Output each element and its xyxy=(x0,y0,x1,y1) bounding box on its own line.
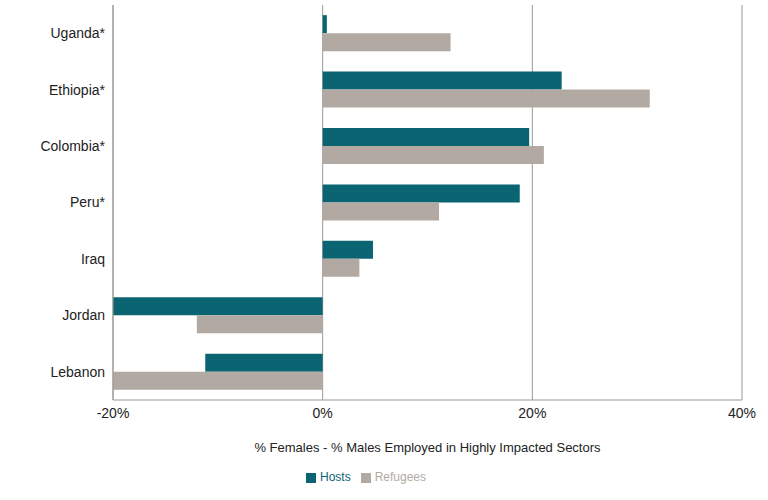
svg-text:0%: 0% xyxy=(313,405,333,421)
html-text:Hosts: Hosts xyxy=(320,470,351,484)
svg-text:20%: 20% xyxy=(518,405,546,421)
svg-text:-20%: -20% xyxy=(97,405,130,421)
svg-text:% Females - % Males Employed i: % Females - % Males Employed in Highly I… xyxy=(254,440,601,455)
svg-text:Colombia*: Colombia* xyxy=(40,138,105,154)
svg-text:40%: 40% xyxy=(728,405,756,421)
svg-text:Iraq: Iraq xyxy=(81,251,105,267)
svg-text:Uganda*: Uganda* xyxy=(51,25,106,41)
svg-text:Jordan: Jordan xyxy=(62,307,105,323)
svg-text:Ethiopia*: Ethiopia* xyxy=(49,82,106,98)
svg-text:Peru*: Peru* xyxy=(70,194,106,210)
html-text:Refugees: Refugees xyxy=(374,470,426,484)
svg-text:Lebanon: Lebanon xyxy=(50,364,105,380)
